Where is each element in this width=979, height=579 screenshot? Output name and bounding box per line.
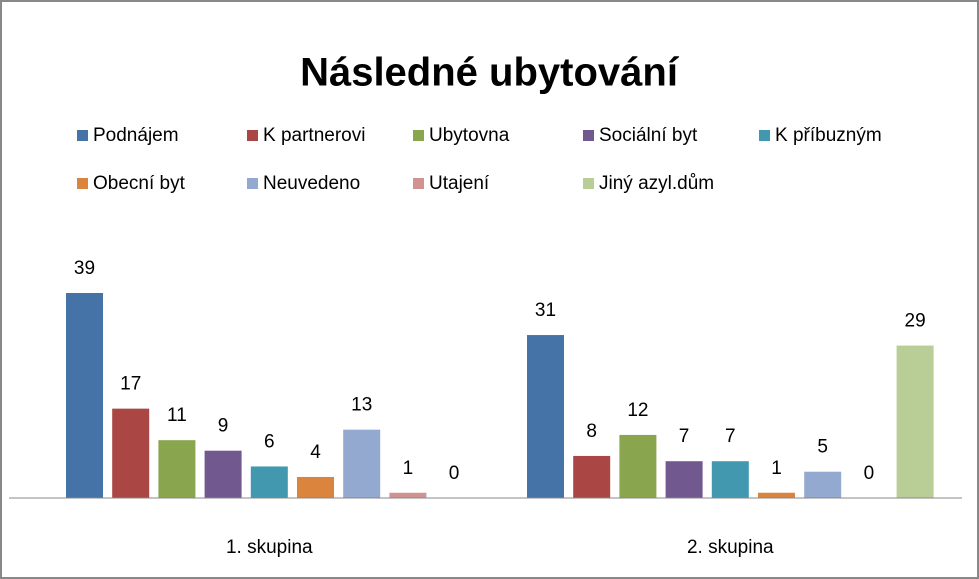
legend-swatch xyxy=(77,130,88,141)
bar xyxy=(758,492,795,498)
legend-label: K partnerovi xyxy=(263,125,365,146)
legend-swatch xyxy=(759,130,770,141)
data-label: 7 xyxy=(725,426,736,447)
legend-label: Utajení xyxy=(429,173,490,194)
bar xyxy=(711,461,749,498)
data-label: 6 xyxy=(264,431,275,452)
bar xyxy=(343,429,381,498)
data-label: 11 xyxy=(167,405,187,426)
legend-label: Podnájem xyxy=(93,125,179,146)
bar xyxy=(297,476,334,498)
bar xyxy=(158,440,196,498)
data-label: 39 xyxy=(74,258,95,279)
legend-swatch xyxy=(77,178,88,189)
bar xyxy=(804,471,842,498)
data-label: 7 xyxy=(679,426,690,447)
bar xyxy=(112,408,150,498)
legend-label: Sociální byt xyxy=(599,125,698,146)
data-label: 5 xyxy=(817,437,828,458)
legend-swatch xyxy=(583,130,594,141)
bar xyxy=(204,450,242,498)
legend-swatch xyxy=(413,178,424,189)
x-tick-label: 2. skupina xyxy=(687,537,774,558)
legend-swatch xyxy=(583,178,594,189)
data-label: 1 xyxy=(771,458,782,479)
data-label: 0 xyxy=(449,463,460,484)
bar xyxy=(896,345,934,498)
legend-label: Neuvedeno xyxy=(263,173,360,194)
legend-label: Jiný azyl.dům xyxy=(599,173,714,194)
bar xyxy=(527,335,564,498)
bar xyxy=(573,455,611,498)
legend-swatch xyxy=(413,130,424,141)
data-label: 1 xyxy=(403,458,414,479)
bar xyxy=(389,492,427,498)
bar xyxy=(66,293,103,498)
data-label: 13 xyxy=(351,395,372,416)
data-label: 31 xyxy=(535,300,556,321)
data-label: 29 xyxy=(905,311,926,332)
data-label: 17 xyxy=(120,374,141,395)
legend-label: Ubytovna xyxy=(429,125,510,146)
x-tick-label: 1. skupina xyxy=(226,537,313,558)
bar xyxy=(665,461,703,498)
data-label: 4 xyxy=(310,442,321,463)
data-label: 9 xyxy=(218,416,229,437)
legend-label: Obecní byt xyxy=(93,173,186,194)
data-label: 0 xyxy=(864,463,875,484)
bar xyxy=(619,434,657,498)
legend-swatch xyxy=(247,130,258,141)
data-label: 8 xyxy=(586,421,597,442)
legend-swatch xyxy=(247,178,258,189)
legend-label: K příbuzným xyxy=(775,125,882,146)
bar xyxy=(250,466,288,498)
data-label: 12 xyxy=(627,400,648,421)
chart-title: Následné ubytování xyxy=(300,51,680,95)
